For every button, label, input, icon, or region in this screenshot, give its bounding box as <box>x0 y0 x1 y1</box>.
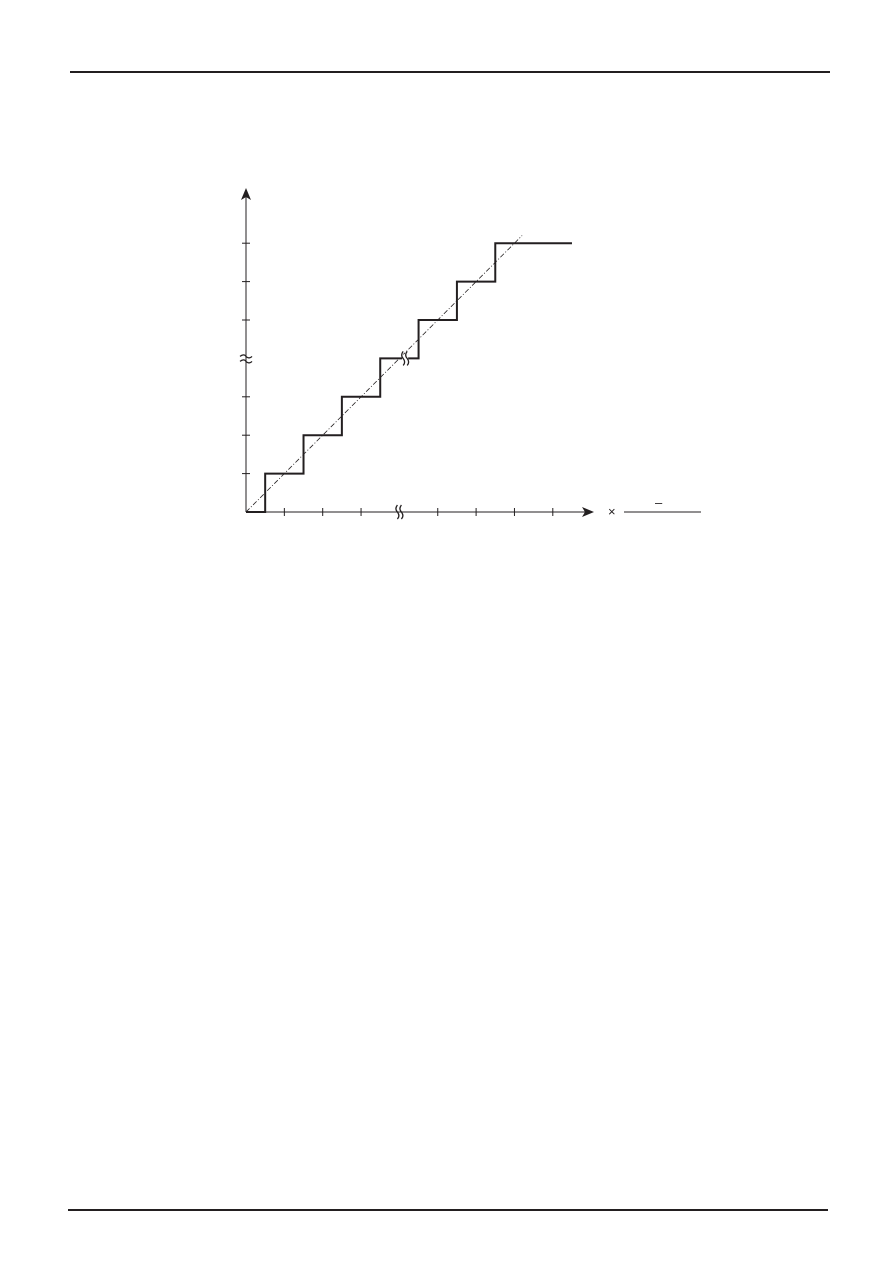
fraction-numerator: – <box>655 495 663 510</box>
step-break-gap <box>402 354 409 363</box>
step-break <box>401 351 410 366</box>
ideal-line <box>245 235 523 513</box>
y-axis-break <box>239 354 253 364</box>
bottom-rule <box>68 1209 828 1211</box>
x-axis-break <box>395 504 404 520</box>
x-annotation-symbol: × <box>608 504 616 519</box>
top-rule <box>70 71 830 73</box>
step-line <box>246 242 572 513</box>
